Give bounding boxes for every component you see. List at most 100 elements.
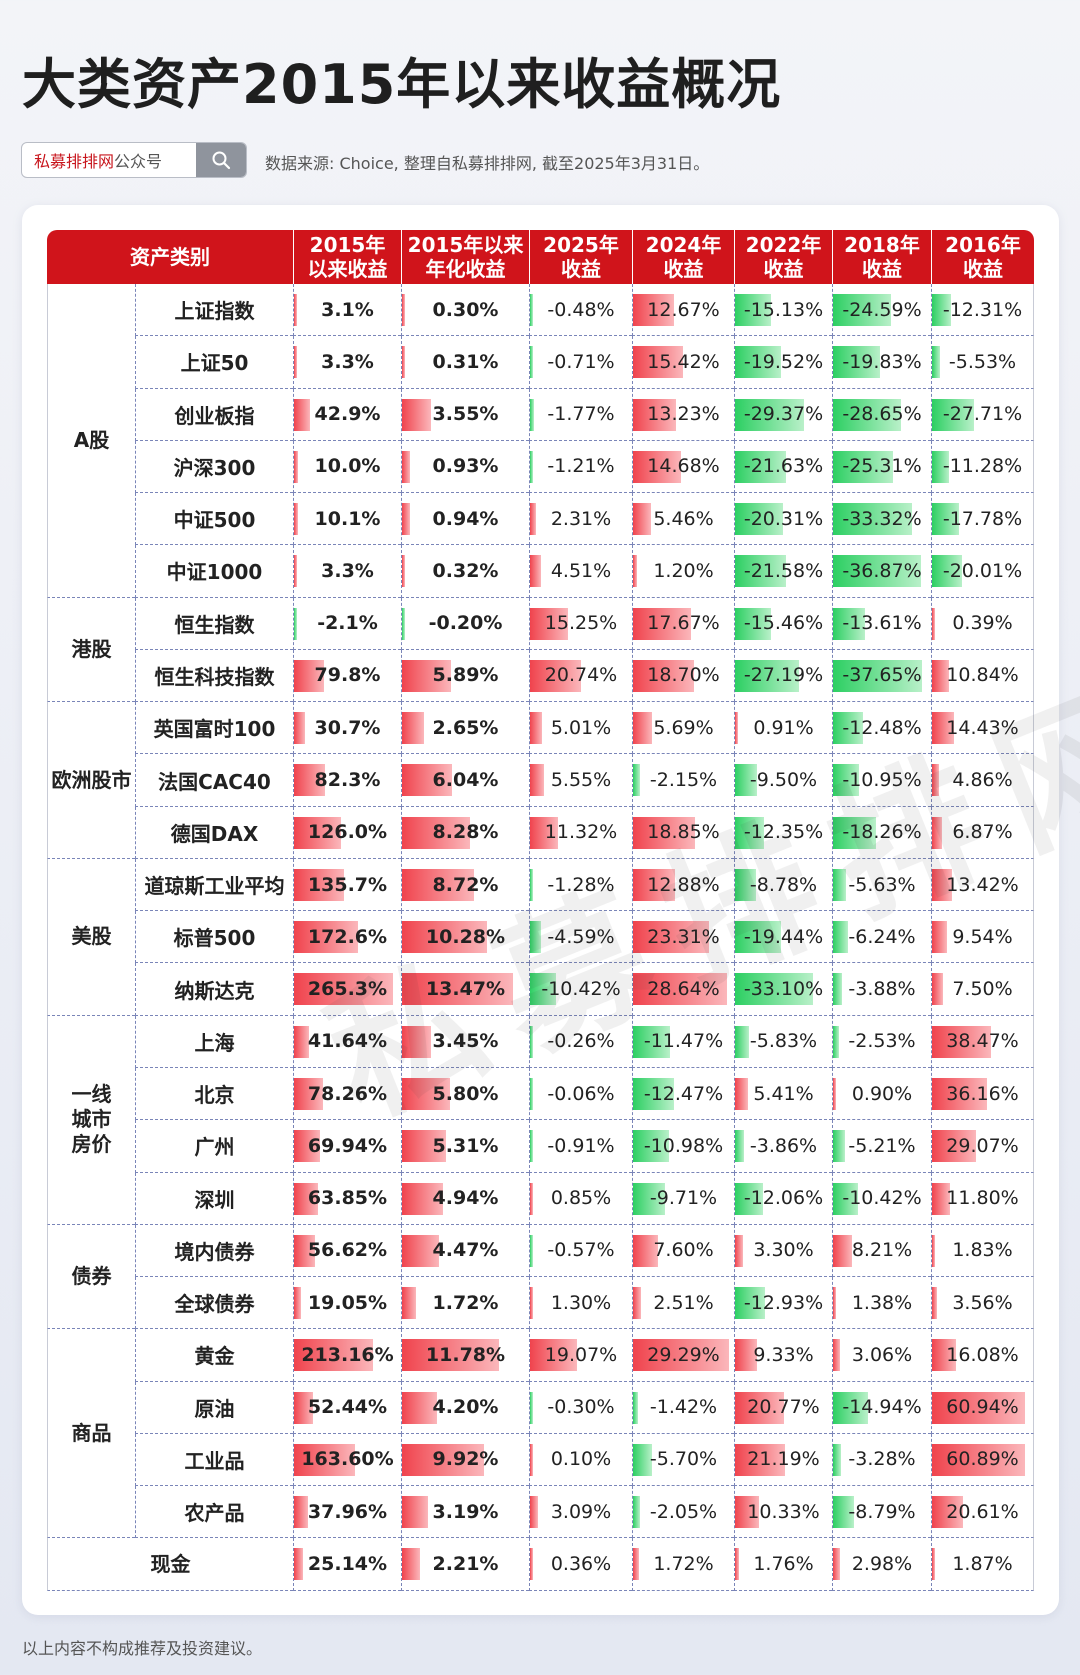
table-cell: 69.94% <box>293 1120 401 1173</box>
table-cell: 126.0% <box>293 806 401 859</box>
cell-value: 16.08% <box>946 1343 1019 1366</box>
cell-value: 13.23% <box>647 403 720 426</box>
positive-bar <box>932 1443 1025 1476</box>
negative-bar <box>735 868 756 901</box>
negative-bar <box>402 607 405 640</box>
search-icon <box>212 151 231 170</box>
negative-bar <box>932 555 963 588</box>
negative-bar <box>932 294 951 326</box>
negative-bar <box>735 659 799 692</box>
table-cell: 30.7% <box>293 702 401 755</box>
table-cell: -2.53% <box>832 1015 931 1068</box>
table-cell: 19.07% <box>529 1329 632 1382</box>
table-cell: 9.54% <box>931 911 1034 964</box>
table-cell: 8.28% <box>401 806 529 859</box>
table-cell: 2.21% <box>401 1538 529 1591</box>
group-label: 债券 <box>47 1224 135 1330</box>
cell-value: 1.38% <box>851 1291 913 1314</box>
positive-bar <box>833 1548 841 1581</box>
table-cell: 172.6% <box>293 911 401 964</box>
cell-value: -25.31% <box>842 455 922 478</box>
positive-bar <box>633 1234 658 1267</box>
cell-value: 42.9% <box>314 403 381 426</box>
header-col-1: 2015年 以来收益 <box>293 230 401 284</box>
table-cell: -36.87% <box>832 545 931 598</box>
table-cell: -37.65% <box>832 649 931 703</box>
cell-value: 29.29% <box>647 1343 720 1366</box>
negative-bar <box>530 1025 533 1058</box>
table-cell: 1.72% <box>401 1277 529 1330</box>
cell-value: 135.7% <box>307 873 388 896</box>
cell-value: -29.37% <box>743 403 824 426</box>
table-cell: 1.76% <box>734 1538 832 1591</box>
positive-bar <box>633 816 695 849</box>
table-cell: -10.98% <box>632 1120 734 1173</box>
negative-bar <box>633 1391 638 1424</box>
cell-value: -28.65% <box>842 403 922 426</box>
negative-bar <box>833 1443 841 1476</box>
negative-bar <box>735 1130 745 1163</box>
header-asset-class: 资产类别 <box>47 230 293 284</box>
table-cell: 13.47% <box>401 963 529 1016</box>
cell-value: 5.55% <box>550 769 612 792</box>
table-cell: 5.55% <box>529 754 632 807</box>
group-label: 港股 <box>47 597 135 703</box>
table-cell: -5.70% <box>632 1433 734 1487</box>
cell-value: 10.1% <box>314 507 381 530</box>
search-box[interactable]: 私募排排网 公众号 <box>21 142 247 178</box>
table-cell: 5.46% <box>632 493 734 546</box>
table-cell: -18.26% <box>832 806 931 859</box>
positive-bar <box>530 503 536 536</box>
positive-bar <box>294 1287 302 1320</box>
cell-value: 10.84% <box>946 664 1019 687</box>
negative-bar <box>735 294 771 326</box>
table-cell: 0.10% <box>529 1433 632 1487</box>
row-name: 上海 <box>135 1015 293 1068</box>
table-cell: 16.08% <box>931 1329 1034 1382</box>
cell-value: 11.78% <box>425 1343 506 1366</box>
table-cell: -2.15% <box>632 754 734 807</box>
search-button[interactable] <box>196 143 246 177</box>
cell-value: -20.31% <box>743 507 824 530</box>
negative-bar <box>633 1077 674 1110</box>
negative-bar <box>833 398 902 431</box>
table-cell: 1.38% <box>832 1277 931 1330</box>
cell-value: 11.80% <box>946 1187 1019 1210</box>
table-cell: 36.16% <box>931 1067 1034 1121</box>
cell-value: -21.63% <box>743 455 824 478</box>
negative-bar <box>932 503 960 536</box>
positive-bar <box>932 1287 938 1320</box>
table-cell: 1.83% <box>931 1224 1034 1278</box>
table-cell: -4.59% <box>529 911 632 964</box>
header-col-6: 2018年 收益 <box>832 230 931 284</box>
table-cell: -0.48% <box>529 284 632 337</box>
cell-value: 15.25% <box>544 612 618 635</box>
group-label: 一线 城市 房价 <box>47 1015 135 1225</box>
table-cell: 6.87% <box>931 806 1034 859</box>
positive-bar <box>294 450 298 483</box>
table-cell: -11.47% <box>632 1015 734 1068</box>
row-name: 英国富时100 <box>135 702 293 755</box>
cell-value: 163.60% <box>301 1448 394 1471</box>
positive-bar <box>932 712 954 745</box>
cell-value: 3.09% <box>550 1500 612 1523</box>
table-cell: 5.69% <box>632 702 734 755</box>
data-source-note: 数据来源: Choice, 整理自私募排排网, 截至2025年3月31日。 <box>265 154 710 173</box>
positive-bar <box>633 503 651 536</box>
search-input[interactable]: 私募排排网 公众号 <box>22 143 196 177</box>
table-cell: -27.19% <box>734 649 832 703</box>
cell-value: 19.05% <box>307 1291 388 1314</box>
positive-bar <box>633 555 637 588</box>
table-cell: 2.31% <box>529 493 632 546</box>
cell-value: 3.30% <box>753 1239 814 1262</box>
table-cell: -9.71% <box>632 1172 734 1225</box>
positive-bar <box>530 659 582 692</box>
cell-value: 28.64% <box>647 978 720 1001</box>
cell-value: -1.28% <box>547 873 615 896</box>
negative-bar <box>530 1130 533 1163</box>
positive-bar <box>294 1339 374 1372</box>
table-cell: -3.86% <box>734 1120 832 1173</box>
cell-value: -12.06% <box>743 1187 824 1210</box>
negative-bar <box>833 346 881 379</box>
cell-value: -10.42% <box>842 1187 922 1210</box>
